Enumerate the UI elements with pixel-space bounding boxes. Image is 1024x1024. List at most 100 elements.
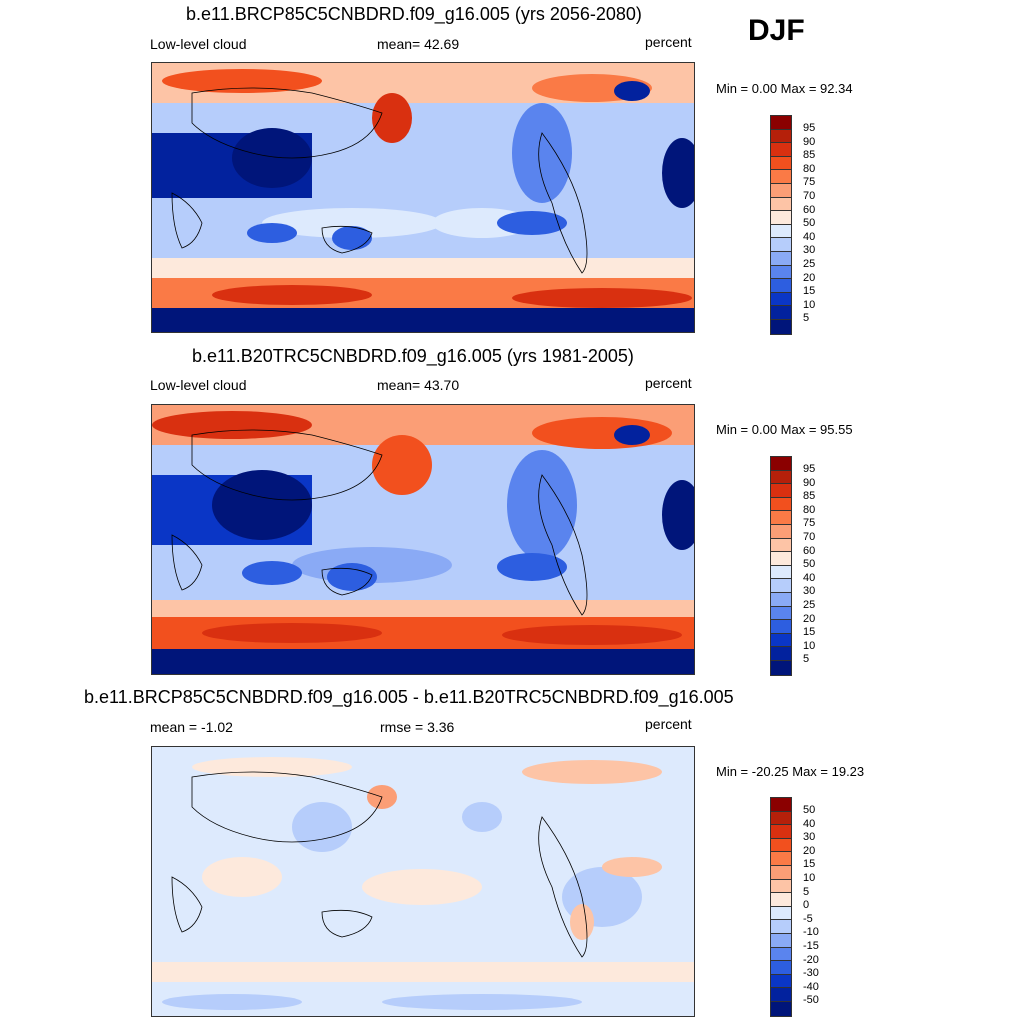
panel1-colorbar-swatch — [771, 143, 791, 157]
colorbar-tick-label: 50 — [803, 558, 816, 571]
panel2-variable-label: Low-level cloud — [150, 377, 247, 393]
panel3-colorbar-swatch — [771, 825, 791, 839]
panel2-colorbar-swatch — [771, 620, 791, 634]
panel3-map — [151, 746, 695, 1017]
panel2-colorbar-swatch — [771, 511, 791, 525]
colorbar-tick-label: 5 — [803, 653, 810, 666]
colorbar-tick-label: 80 — [803, 503, 816, 516]
colorbar-tick-label: 5 — [803, 312, 810, 325]
panel2-colorbar-swatch — [771, 552, 791, 566]
panel1-colorbar-swatch — [771, 306, 791, 320]
panel3-colorbar-swatch — [771, 947, 791, 962]
panel1-colorbar-swatch — [771, 183, 791, 198]
colorbar-tick-label: 40 — [803, 230, 816, 243]
panel2-map-svg — [152, 405, 694, 674]
colorbar-tick-label: 5 — [803, 885, 810, 898]
colorbar-tick-label: 95 — [803, 463, 816, 475]
panel2-colorbar-swatch — [771, 633, 791, 648]
colorbar-tick-label: 75 — [803, 176, 816, 189]
colorbar-tick-label: 90 — [803, 476, 816, 489]
panel1-colorbar-swatch — [771, 170, 791, 184]
panel3-colorbar-swatch — [771, 811, 791, 826]
colorbar-tick-label: -5 — [803, 912, 813, 925]
panel3-map-svg — [152, 747, 694, 1016]
colorbar-tick-label: -40 — [803, 980, 819, 993]
panel2-colorbar-swatch — [771, 592, 791, 607]
panel2-colorbar-swatch — [771, 524, 791, 539]
colorbar-tick-label: 75 — [803, 517, 816, 530]
colorbar-tick-label: 70 — [803, 531, 816, 543]
colorbar-tick-label: -20 — [803, 953, 819, 966]
colorbar-tick-label: 30 — [803, 831, 816, 844]
colorbar-tick-label: 20 — [803, 271, 816, 284]
colorbar-tick-label: 40 — [803, 571, 816, 584]
colorbar-tick-label: -30 — [803, 967, 819, 980]
panel2-colorbar-swatch — [771, 579, 791, 593]
colorbar-tick-label: 30 — [803, 585, 816, 598]
panel2-map — [151, 404, 695, 675]
colorbar-tick-label: 0 — [803, 899, 810, 912]
panel2-colorbar-swatch — [771, 497, 791, 512]
panel3-units-label: percent — [645, 716, 692, 732]
panel3-colorbar-swatch — [771, 988, 791, 1002]
panel3-rmse-label: rmse = 3.36 — [380, 719, 455, 735]
panel1-colorbar-swatch — [771, 238, 791, 252]
panel1-colorbar-swatch — [771, 211, 791, 225]
panel2-colorbar-swatch — [771, 565, 791, 580]
panel3-colorbar-swatch — [771, 933, 791, 948]
panel2-colorbar-swatch — [771, 660, 791, 675]
colorbar-tick-label: 25 — [803, 599, 816, 611]
panel3-mean-label: mean = -1.02 — [150, 719, 233, 735]
panel1-colorbar-swatch — [771, 279, 791, 293]
panel1-colorbar-swatch — [771, 156, 791, 171]
panel2-mean-label: mean= 43.70 — [377, 377, 460, 393]
colorbar-tick-label: -50 — [803, 994, 819, 1007]
panel2-colorbar-swatch — [771, 484, 791, 498]
colorbar-tick-label: 60 — [803, 544, 816, 557]
colorbar-tick-label: 30 — [803, 244, 816, 257]
panel2-minmax: Min = 0.00 Max = 95.55 — [716, 422, 853, 437]
panel3-colorbar-swatch — [771, 1001, 791, 1016]
panel1-colorbar-swatch — [771, 224, 791, 239]
panel1-mean-label: mean= 42.69 — [377, 36, 460, 52]
panel3-colorbar-swatch — [771, 852, 791, 866]
panel2-colorbar-swatch — [771, 647, 791, 661]
colorbar-tick-label: -10 — [803, 926, 819, 939]
panel3-colorbar-swatch — [771, 961, 791, 975]
colorbar-tick-label: 80 — [803, 162, 816, 175]
colorbar-tick-label: 50 — [803, 804, 816, 816]
colorbar-tick-label: 50 — [803, 217, 816, 230]
panel3-colorbar-swatch — [771, 838, 791, 853]
panel1-colorbar-swatch — [771, 116, 791, 130]
colorbar-tick-label: 10 — [803, 872, 816, 884]
panel2-units-label: percent — [645, 375, 692, 391]
panel2-colorbar-swatch — [771, 538, 791, 553]
panel3-colorbar-swatch — [771, 906, 791, 921]
colorbar-tick-label: 40 — [803, 817, 816, 830]
colorbar-tick-label: 95 — [803, 122, 816, 134]
colorbar-tick-label: 10 — [803, 639, 816, 652]
panel1-colorbar-swatch — [771, 197, 791, 212]
panel1-colorbar — [770, 115, 792, 335]
panel1-minmax: Min = 0.00 Max = 92.34 — [716, 81, 853, 96]
colorbar-tick-label: 60 — [803, 203, 816, 216]
panel1-colorbar-swatch — [771, 292, 791, 307]
colorbar-tick-label: 90 — [803, 135, 816, 148]
colorbar-tick-label: 15 — [803, 626, 816, 639]
panel1-colorbar-swatch — [771, 251, 791, 266]
colorbar-tick-label: 15 — [803, 285, 816, 298]
panel3-colorbar-swatch — [771, 893, 791, 907]
colorbar-tick-label: 15 — [803, 858, 816, 871]
panel3-colorbar-swatch — [771, 974, 791, 989]
panel3-colorbar-swatch — [771, 798, 791, 812]
colorbar-tick-label: 20 — [803, 844, 816, 857]
panel1-colorbar-swatch — [771, 319, 791, 334]
panel2-title: b.e11.B20TRC5CNBDRD.f09_g16.005 (yrs 198… — [192, 346, 634, 366]
season-label: DJF — [748, 14, 805, 47]
panel1-title: b.e11.BRCP85C5CNBDRD.f09_g16.005 (yrs 20… — [186, 4, 642, 24]
panel3-colorbar-swatch — [771, 879, 791, 894]
panel2-colorbar-swatch — [771, 470, 791, 485]
panel1-units-label: percent — [645, 34, 692, 50]
colorbar-tick-label: 85 — [803, 490, 816, 503]
panel1-variable-label: Low-level cloud — [150, 36, 247, 52]
